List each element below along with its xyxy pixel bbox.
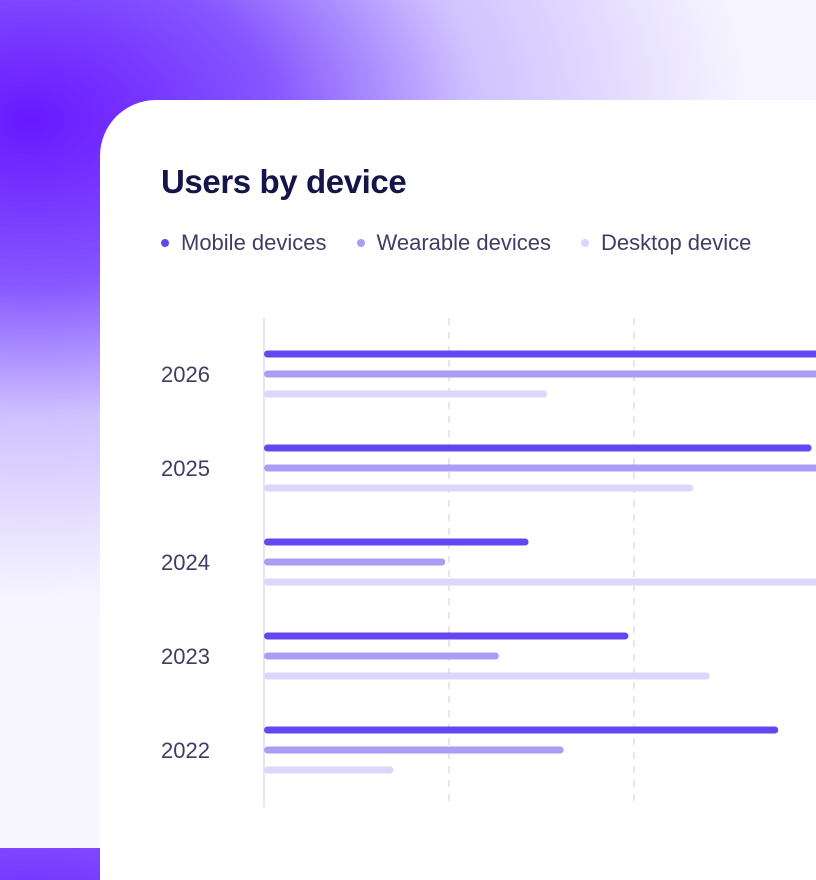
legend-label-desktop: Desktop device — [600, 230, 752, 255]
y-tick-label-2023: 2023 — [161, 644, 210, 669]
legend-item-wearable: Wearable devices — [356, 230, 551, 255]
bar-2026-mobile-devices — [264, 350, 816, 358]
bar-2023-wearable-devices — [264, 652, 499, 660]
bar-2023-mobile-devices — [264, 632, 629, 640]
legend-item-mobile: Mobile devices — [161, 232, 327, 254]
bar-2025-wearable-devices — [264, 464, 816, 472]
legend-swatch-mobile — [161, 239, 169, 247]
bar-2022-desktop-device — [264, 766, 394, 774]
bar-chart: 2026 2025 2024 2023 2022 — [161, 318, 816, 807]
bar-2022-mobile-devices — [264, 726, 779, 734]
legend-item-desktop: Desktop device — [580, 230, 752, 255]
chart-card: Users by device Mobile devices Wearable … — [100, 100, 816, 880]
y-tick-label-2024: 2024 — [161, 550, 210, 575]
chart-legend: Mobile devices Wearable devices Desktop … — [161, 232, 751, 254]
y-tick-label-2025: 2025 — [161, 456, 210, 481]
legend-swatch-wearable — [356, 239, 365, 247]
bar-2023-desktop-device — [264, 672, 710, 680]
legend-label-wearable: Wearable devices — [376, 230, 551, 255]
bar-2026-wearable-devices — [264, 370, 816, 378]
legend-label-mobile: Mobile devices — [181, 230, 327, 255]
bar-2025-mobile-devices — [264, 444, 812, 452]
bar-2026-desktop-device — [264, 390, 548, 398]
y-tick-label-2026: 2026 — [161, 362, 210, 387]
bar-2024-mobile-devices — [264, 538, 529, 546]
chart-title: Users by device — [161, 163, 407, 200]
y-tick-label-2022: 2022 — [161, 738, 210, 763]
bar-2022-wearable-devices — [264, 746, 564, 754]
bar-2024-desktop-device — [264, 578, 816, 586]
legend-swatch-desktop — [580, 239, 589, 247]
bar-2025-desktop-device — [264, 484, 694, 492]
bar-2024-wearable-devices — [264, 558, 446, 566]
